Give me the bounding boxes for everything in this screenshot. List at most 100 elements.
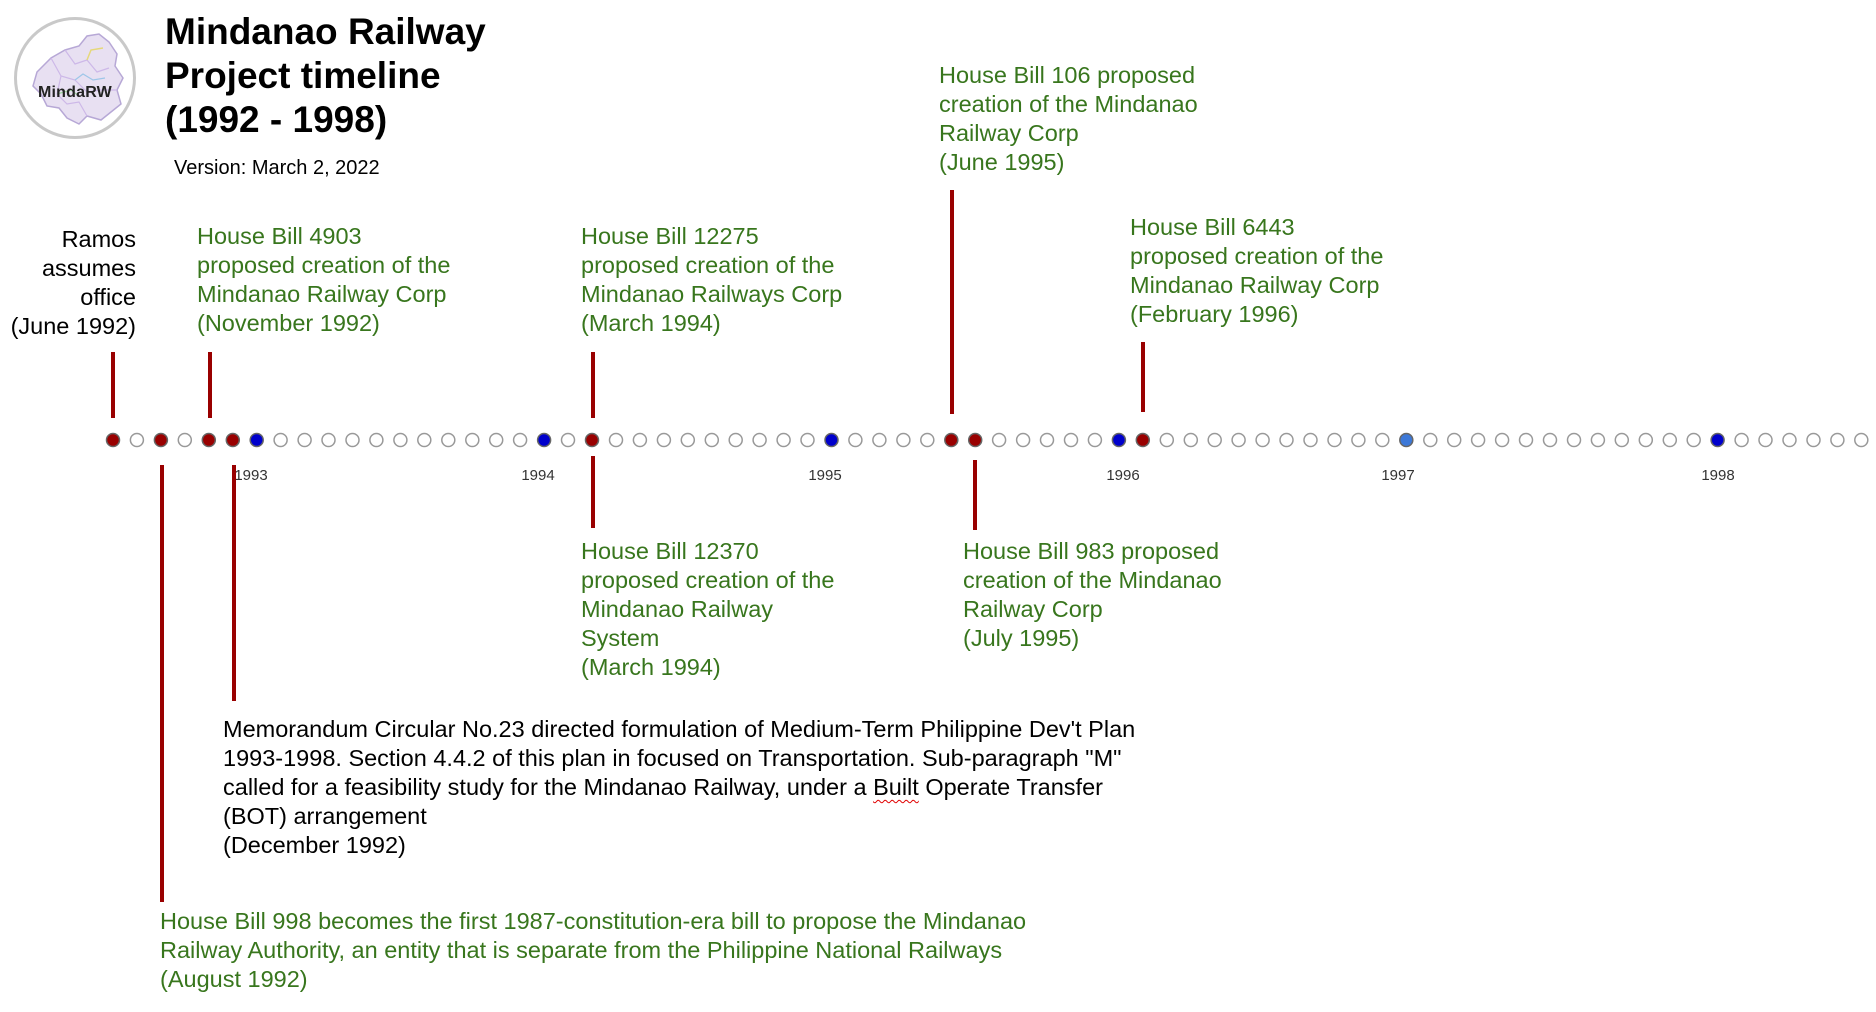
event-hb998: House Bill 998 becomes the first 1987-co… <box>160 907 1026 994</box>
month-dot <box>848 432 863 448</box>
month-dot <box>465 432 480 448</box>
event-line: proposed creation of the <box>581 252 835 278</box>
event-hb12370: House Bill 12370 proposed creation of th… <box>581 537 834 682</box>
event-line: (December 1992) <box>223 832 406 858</box>
event-line-part: called for a feasibility study for the M… <box>223 774 874 800</box>
month-dot <box>1686 432 1701 448</box>
event-line: House Bill 12275 <box>581 223 759 249</box>
month-dot <box>776 432 791 448</box>
stem-hb6443 <box>1141 342 1145 412</box>
month-dot <box>441 432 456 448</box>
event-line: (BOT) arrangement <box>223 803 427 829</box>
event-line: proposed creation of the <box>1130 243 1384 269</box>
event-hb983: House Bill 983 proposed creation of the … <box>963 537 1222 653</box>
month-dot <box>1638 432 1654 448</box>
month-dot <box>632 432 648 448</box>
month-dot <box>488 432 504 448</box>
mindanao-map-icon <box>32 33 124 125</box>
event-line: Ramos <box>61 226 136 252</box>
event-dot <box>944 432 959 448</box>
month-dot <box>656 432 672 448</box>
month-dot <box>1159 432 1175 448</box>
stem-ramos <box>111 352 115 418</box>
event-dot <box>225 432 241 448</box>
event-hb106: House Bill 106 proposed creation of the … <box>939 61 1198 177</box>
stem-hb983 <box>973 460 977 530</box>
event-line: (March 1994) <box>581 654 721 680</box>
month-dot <box>1446 432 1462 448</box>
logo-text: MindaRW <box>38 84 112 101</box>
event-line: (June 1995) <box>939 149 1065 175</box>
stem-memo <box>232 465 236 701</box>
month-dot <box>273 432 288 448</box>
year-label: 1995 <box>808 467 841 484</box>
month-dot <box>1830 432 1845 448</box>
month-dot <box>1518 432 1534 448</box>
version-label: Version: March 2, 2022 <box>174 157 380 179</box>
month-dot <box>1806 432 1821 448</box>
event-line: (March 1994) <box>581 310 721 336</box>
event-line: office <box>80 284 136 310</box>
event-hb12275: House Bill 12275 proposed creation of th… <box>581 222 842 338</box>
event-line: (November 1992) <box>197 310 380 336</box>
stem-hb12275 <box>591 352 595 418</box>
title-line: Mindanao Railway <box>165 11 486 52</box>
month-dot <box>1590 432 1606 448</box>
year-label: 1996 <box>1106 467 1139 484</box>
year-label: 1994 <box>521 467 554 484</box>
event-line: House Bill 983 proposed <box>963 538 1220 564</box>
event-dot <box>1135 432 1151 448</box>
month-dot <box>1782 432 1797 448</box>
month-dot <box>1351 432 1366 448</box>
month-dot <box>560 432 576 448</box>
event-dot <box>584 432 600 448</box>
month-dot <box>1207 432 1222 448</box>
month-dot <box>1183 432 1199 448</box>
event-line: proposed creation of the <box>581 567 835 593</box>
month-dot <box>1375 432 1390 448</box>
month-dot <box>1087 432 1103 448</box>
stem-hb4903 <box>208 352 212 418</box>
event-line: System <box>581 625 660 651</box>
month-dot <box>1758 432 1773 448</box>
year-start-dot <box>1710 432 1725 448</box>
event-line: assumes <box>41 255 136 281</box>
month-dot <box>393 432 408 448</box>
event-line: Mindanao Railway Corp <box>197 281 447 307</box>
stem-hb12370 <box>591 456 595 528</box>
month-dot <box>1063 432 1079 448</box>
event-line: Mindanao Railway Corp <box>1130 272 1380 298</box>
month-dot <box>417 432 432 448</box>
event-dot <box>105 432 121 448</box>
month-dot <box>1423 432 1438 448</box>
event-line: (August 1992) <box>160 966 308 992</box>
title-line: (1992 - 1998) <box>165 99 388 140</box>
event-line: House Bill 6443 <box>1130 214 1295 240</box>
month-dot <box>1494 432 1510 448</box>
year-label: 1993 <box>234 467 267 484</box>
event-ramos: Ramos assumes office (June 1992) <box>11 225 136 341</box>
year-start-dot <box>824 432 839 448</box>
month-dot <box>345 432 360 448</box>
event-dot <box>201 432 217 448</box>
month-dot <box>321 432 336 448</box>
year-start-dot <box>1111 432 1127 448</box>
month-dot <box>512 432 528 448</box>
event-line: called for a feasibility study for the M… <box>223 773 1135 802</box>
title-line: Project timeline <box>165 55 441 96</box>
event-dot <box>967 432 983 448</box>
event-line: creation of the Mindanao <box>939 91 1198 117</box>
event-line: House Bill 106 proposed <box>939 62 1196 88</box>
month-dot <box>704 432 720 448</box>
event-hb4903: House Bill 4903 proposed creation of the… <box>197 222 450 338</box>
month-dot <box>680 432 696 448</box>
month-dot <box>1542 432 1558 448</box>
month-dot <box>896 432 911 448</box>
month-dot <box>1255 432 1270 448</box>
event-line: House Bill 998 becomes the first 1987-co… <box>160 908 1027 934</box>
month-dot <box>920 432 935 448</box>
event-line: (February 1996) <box>1130 301 1299 327</box>
event-line: House Bill 4903 <box>197 223 362 249</box>
month-dot <box>800 432 815 448</box>
